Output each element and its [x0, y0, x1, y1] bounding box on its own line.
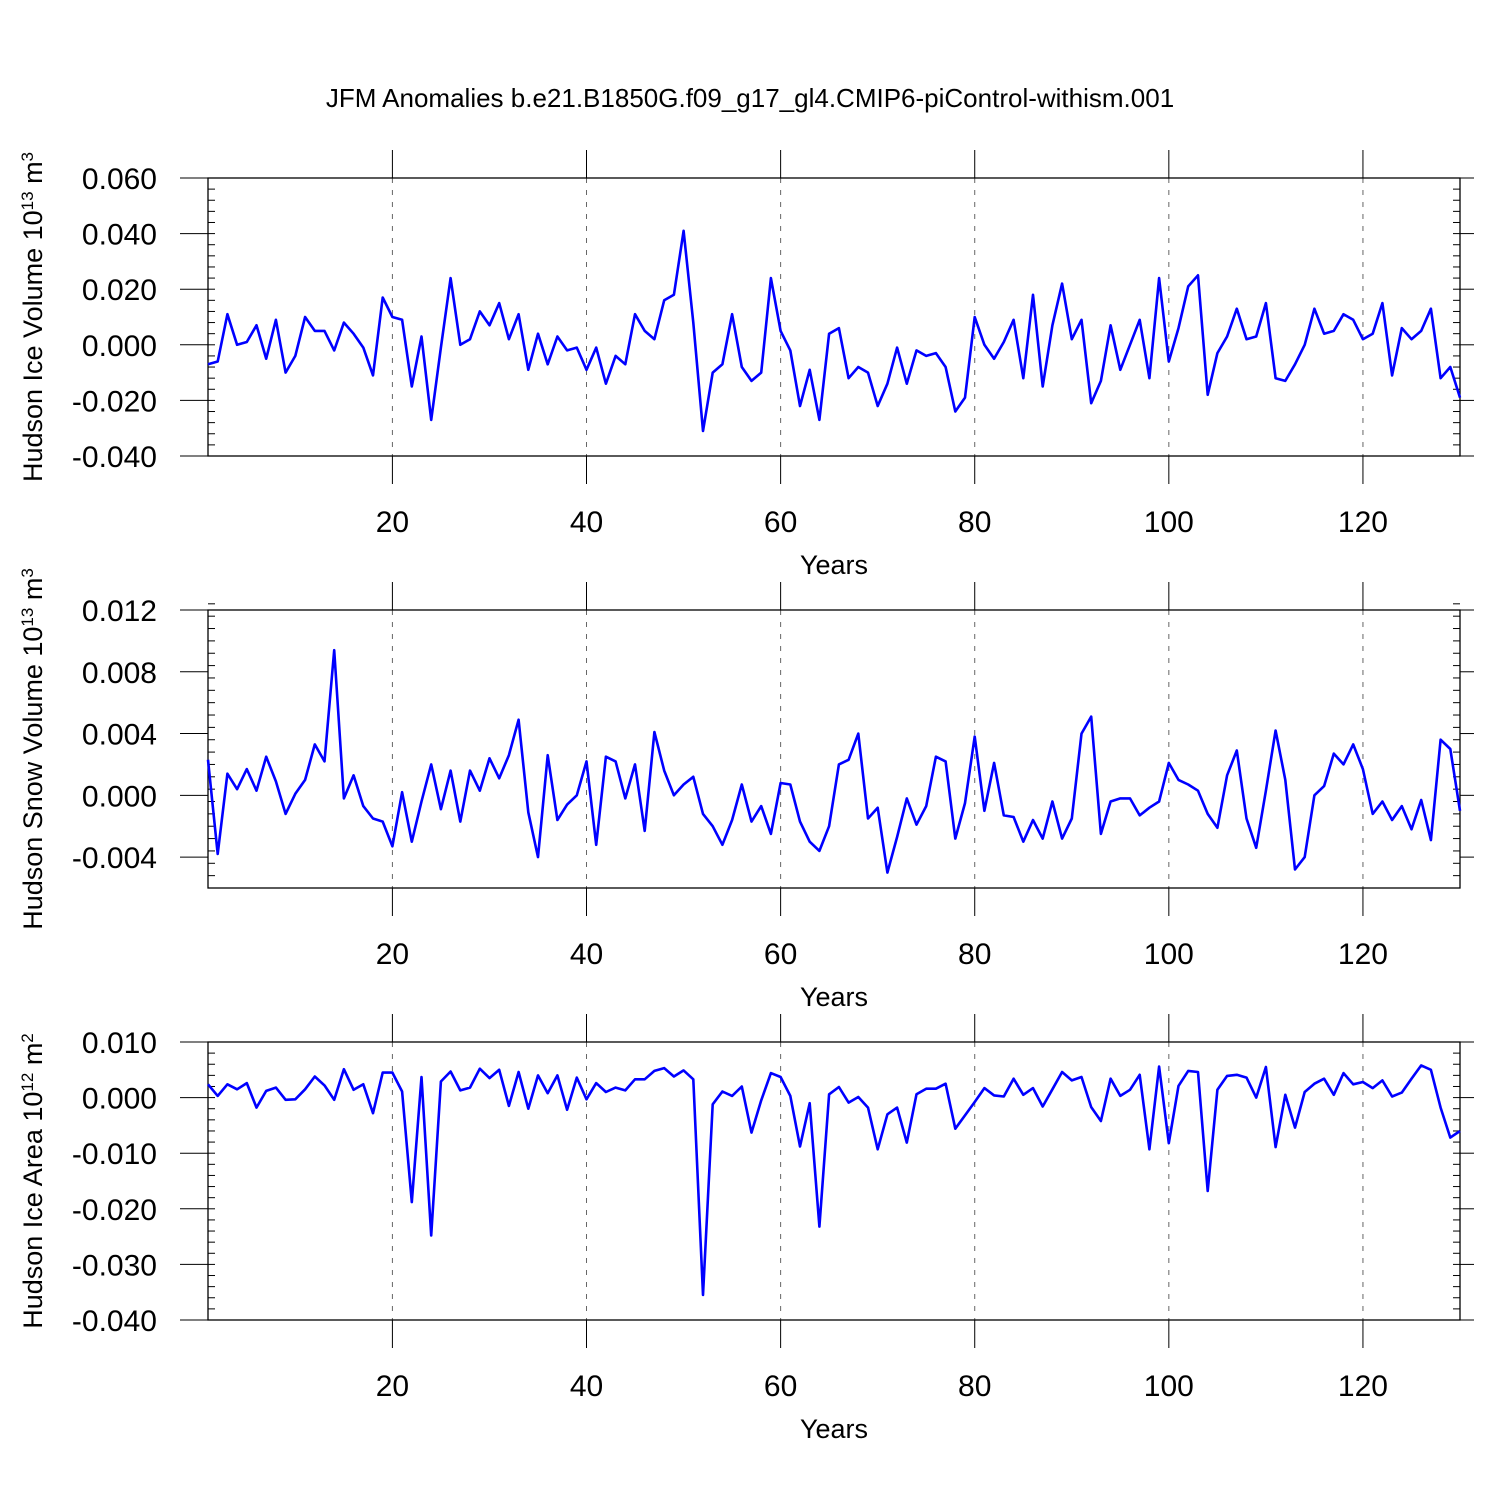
chart-title: JFM Anomalies b.e21.B1850G.f09_g17_gl4.C…	[326, 83, 1174, 113]
panel-2: -0.004 0.000 0.004 0.008 0.012 20 40 60 80 100 120…	[18, 568, 1474, 1012]
y-tick-label: 0.000	[82, 330, 157, 363]
plot-frame	[207, 1041, 1461, 1321]
y-axis-label: Hudson Ice Area 1012 m2	[18, 1033, 49, 1329]
y-tick-label: 0.060	[82, 163, 157, 196]
y-tick-label: 0.020	[82, 274, 157, 307]
y-tick-label: 0.000	[82, 1083, 157, 1116]
panel-1: -0.040 -0.020 0.000 0.020 0.040 0.060 20 40 60 80…	[18, 150, 1474, 580]
y-axis-label: Hudson Ice Volume 1013 m3	[18, 152, 49, 482]
y-axis-label: Hudson Snow Volume 1013 m3	[18, 568, 49, 930]
y-tick-label: -0.020	[72, 1194, 157, 1227]
y-axis-label-part: m	[18, 1043, 48, 1073]
y-tick-label: -0.004	[72, 842, 157, 875]
x-axis-label: Years	[800, 1414, 868, 1444]
y-tick-label: 0.012	[82, 595, 157, 628]
x-tick-label: 80	[958, 1370, 991, 1403]
y-tick-label: -0.010	[72, 1138, 157, 1171]
x-tick-label: 40	[570, 1370, 603, 1403]
y-axis-label-part: m	[18, 578, 48, 608]
y-axis-label-part: 3	[18, 152, 37, 161]
x-tick-label: 80	[958, 506, 991, 539]
x-tick-label: 80	[958, 938, 991, 971]
x-tick-label: 20	[376, 938, 409, 971]
data-series-line	[207, 1064, 1461, 1297]
y-tick-label: -0.040	[72, 1305, 157, 1338]
x-tick-label: 100	[1144, 1370, 1194, 1403]
y-axis-label-part: 13	[18, 191, 37, 210]
y-axis-label-part: Hudson Ice Area 10	[18, 1092, 48, 1329]
x-tick-label: 60	[764, 506, 797, 539]
y-tick-label: 0.000	[82, 780, 157, 813]
x-tick-label: 20	[376, 506, 409, 539]
x-tick-label: 100	[1144, 506, 1194, 539]
y-tick-label: -0.030	[72, 1249, 157, 1282]
x-tick-label: 120	[1338, 938, 1388, 971]
y-axis-label-part: 12	[18, 1073, 37, 1092]
x-tick-label: 40	[570, 506, 603, 539]
y-tick-label: 0.040	[82, 219, 157, 252]
x-tick-label: 120	[1338, 1370, 1388, 1403]
y-tick-label: 0.010	[82, 1027, 157, 1060]
y-axis-label-part: 3	[18, 568, 37, 577]
x-axis-label: Years	[800, 982, 868, 1012]
y-tick-label: 0.004	[82, 719, 157, 752]
x-tick-label: 40	[570, 938, 603, 971]
x-tick-label: 120	[1338, 506, 1388, 539]
y-tick-label: 0.008	[82, 657, 157, 690]
x-tick-label: 20	[376, 1370, 409, 1403]
x-tick-label: 60	[764, 938, 797, 971]
y-axis-label-part: 2	[18, 1033, 37, 1042]
plot-frame	[207, 177, 1461, 457]
y-axis-label-part: Hudson Snow Volume 10	[18, 627, 48, 930]
y-axis-label-part: 13	[18, 608, 37, 627]
data-series-line	[206, 648, 1462, 874]
x-tick-label: 60	[764, 1370, 797, 1403]
x-axis-label: Years	[800, 550, 868, 580]
plot-frame	[207, 609, 1461, 889]
panel-3: -0.040 -0.030 -0.020 -0.010 0.000 0.010 20 40 60…	[18, 1014, 1474, 1444]
y-tick-label: -0.040	[72, 441, 157, 474]
x-tick-label: 100	[1144, 938, 1194, 971]
data-series-line	[207, 229, 1462, 433]
y-axis-label-part: Hudson Ice Volume 10	[18, 210, 48, 482]
y-tick-label: -0.020	[72, 385, 157, 418]
panels: -0.040 -0.020 0.000 0.020 0.040 0.060 20 40 60 80…	[18, 150, 1474, 1444]
y-axis-label-part: m	[18, 161, 48, 191]
